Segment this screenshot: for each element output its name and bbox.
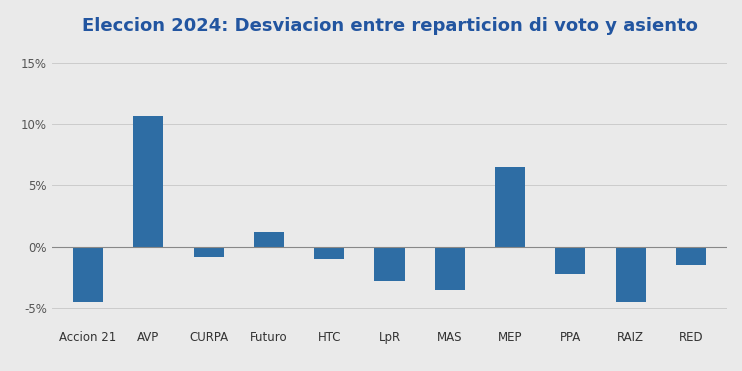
Bar <box>254 232 284 247</box>
Bar <box>555 247 585 274</box>
Bar <box>495 167 525 247</box>
Bar <box>375 247 404 281</box>
Bar <box>616 247 646 302</box>
Title: Eleccion 2024: Desviacion entre reparticion di voto y asiento: Eleccion 2024: Desviacion entre repartic… <box>82 17 697 35</box>
Bar <box>73 247 103 302</box>
Bar <box>676 247 706 265</box>
Bar <box>134 116 163 247</box>
Bar <box>435 247 465 290</box>
Bar <box>314 247 344 259</box>
Bar <box>194 247 224 257</box>
